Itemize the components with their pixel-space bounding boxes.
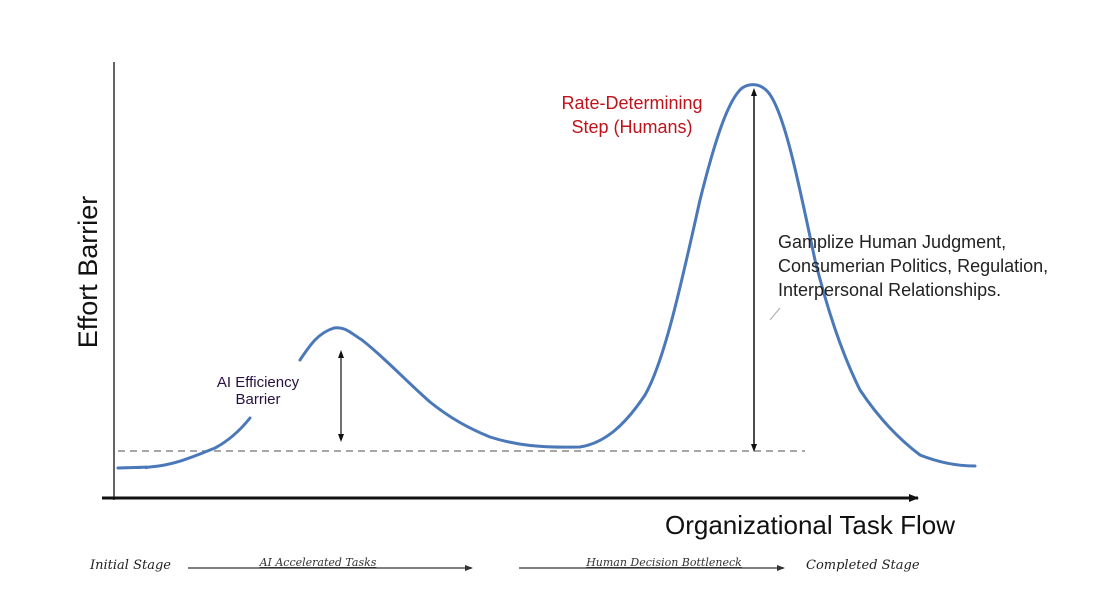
human-factors-line2: Consumerian Politics, Regulation, bbox=[778, 256, 1048, 276]
annotation-pointer bbox=[769, 307, 781, 321]
human-factors-line3: Interpersonal Relationships. bbox=[778, 280, 1001, 300]
stage-human-bottleneck: Human Decision Bottleneck bbox=[585, 556, 742, 569]
effort-curve bbox=[116, 83, 977, 470]
stage-completed: Completed Stage bbox=[806, 558, 920, 573]
x-axis-label: Organizational Task Flow bbox=[665, 510, 955, 540]
ai-barrier-label-line1: AI Efficiency bbox=[217, 374, 300, 391]
rate-step-label-line2: Step (Humans) bbox=[571, 117, 692, 137]
y-axis-label: Effort Barrier bbox=[73, 196, 103, 349]
stage-initial: Initial Stage bbox=[89, 558, 171, 573]
stage-ai-accelerated: AI Accelerated Tasks bbox=[259, 556, 377, 569]
human-factors-line1: Gamplize Human Judgment, bbox=[778, 232, 1006, 252]
ai-barrier-label-line2: Barrier bbox=[235, 391, 280, 408]
rate-step-label-line1: Rate-Determining bbox=[561, 93, 702, 113]
